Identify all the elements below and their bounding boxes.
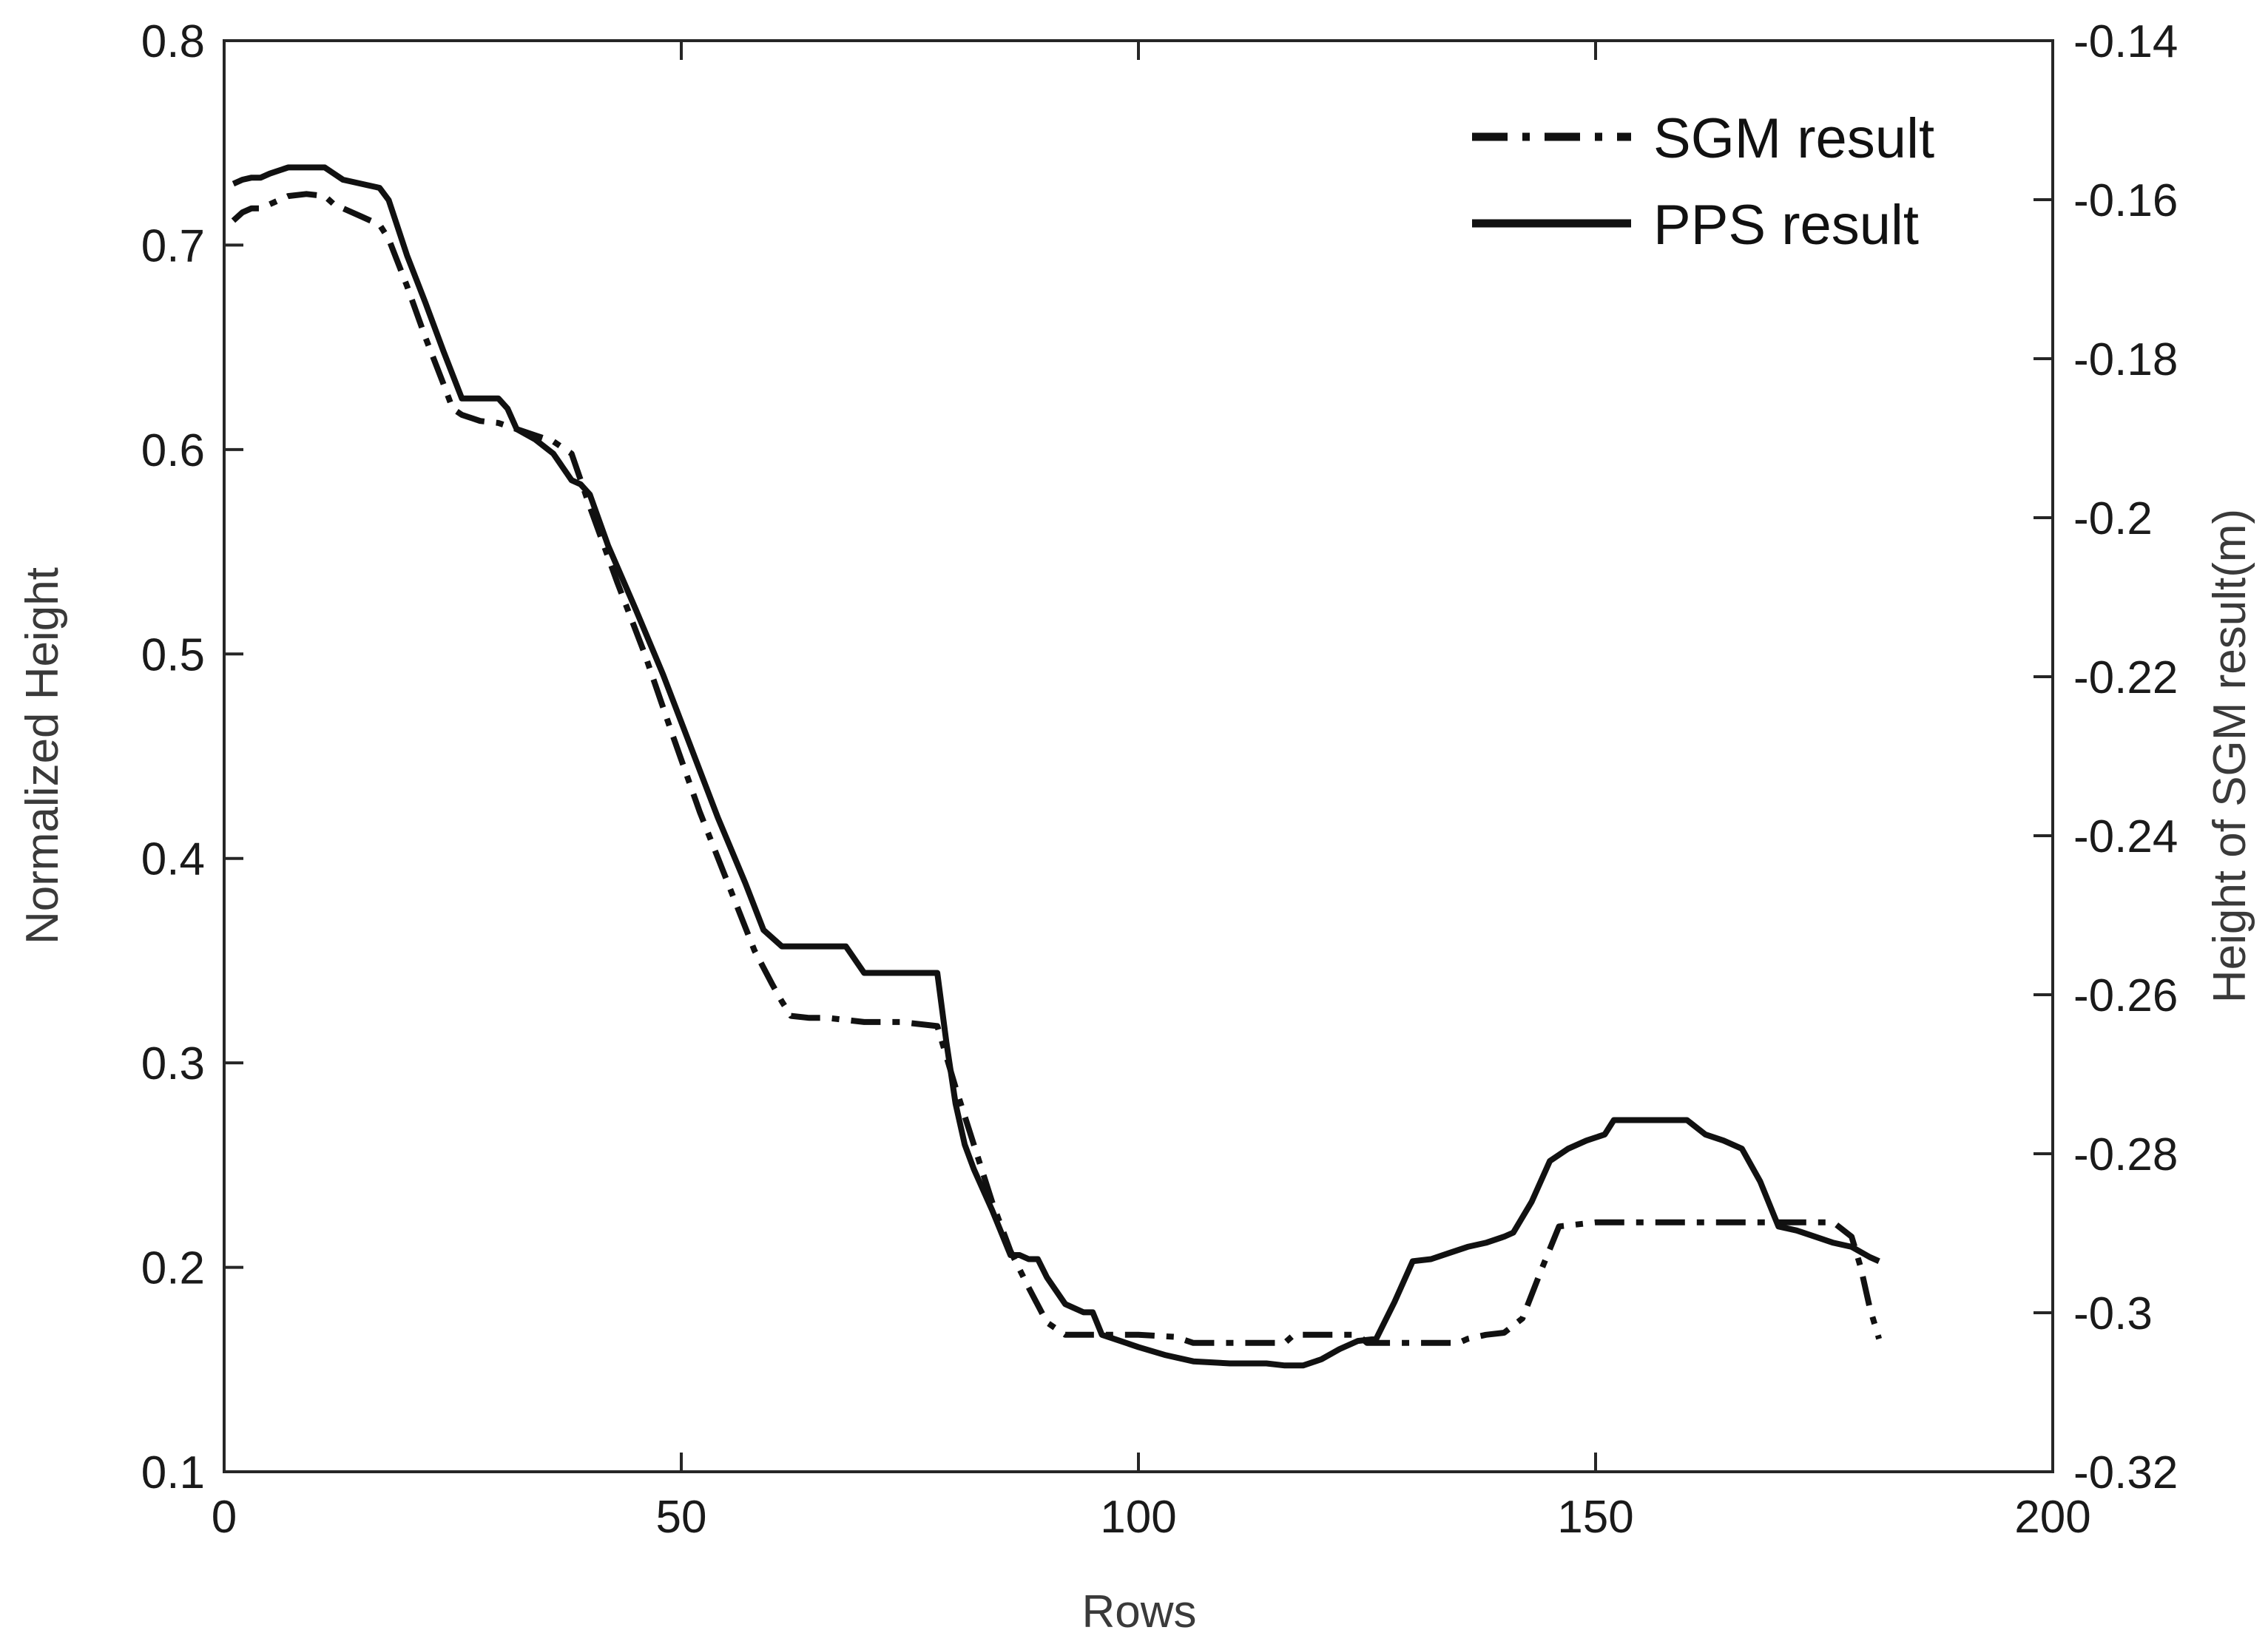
- y2-tick-label: -0.16: [2073, 175, 2178, 226]
- y2-tick-label: -0.32: [2073, 1447, 2178, 1498]
- x-axis-label: Rows: [1081, 1586, 1196, 1637]
- x-tick-label: 100: [1100, 1492, 1176, 1543]
- series-line-sgm-result: [231, 191, 1883, 1346]
- x-tick-label: 0: [212, 1492, 237, 1543]
- legend: SGM result PPS result: [1472, 107, 1934, 257]
- y-tick-label: 0.7: [141, 220, 205, 271]
- y2-tick-label: -0.18: [2073, 334, 2178, 385]
- y-tick-label: 0.5: [141, 629, 205, 680]
- x-tick-label: 150: [1557, 1492, 1633, 1543]
- y-tick-label: 0.8: [141, 16, 205, 67]
- y-tick-label: 0.4: [141, 834, 205, 885]
- y2-axis-label: Height of SGM result(m): [2204, 509, 2255, 1003]
- ticks-layer: 0 50 100 150 200 0.1 0.2 0.3 0.4 0.5 0.6 0.7 0.8 -0.3…: [141, 16, 2178, 1543]
- y2-tick-label: -0.14: [2073, 16, 2178, 67]
- y-axis-label: Normalized Height: [17, 567, 68, 944]
- y-tick-label: 0.6: [141, 425, 205, 476]
- legend-pps-label: PPS result: [1653, 194, 1919, 257]
- y-tick-label: 0.1: [141, 1447, 205, 1498]
- x-tick-label: 200: [2014, 1492, 2090, 1543]
- y2-tick-label: -0.2: [2073, 493, 2153, 544]
- y-tick-label: 0.3: [141, 1038, 205, 1089]
- y2-tick-label: -0.22: [2073, 652, 2178, 703]
- x-tick-label: 50: [656, 1492, 707, 1543]
- y2-tick-label: -0.28: [2073, 1129, 2178, 1180]
- y2-tick-label: -0.24: [2073, 811, 2178, 862]
- series-layer: [231, 164, 1883, 1369]
- y2-tick-label: -0.26: [2073, 970, 2178, 1021]
- series-line-pps-result: [232, 164, 1880, 1369]
- y2-tick-label: -0.3: [2073, 1288, 2153, 1339]
- y-tick-label: 0.2: [141, 1243, 205, 1294]
- legend-sgm-label: SGM result: [1653, 107, 1934, 170]
